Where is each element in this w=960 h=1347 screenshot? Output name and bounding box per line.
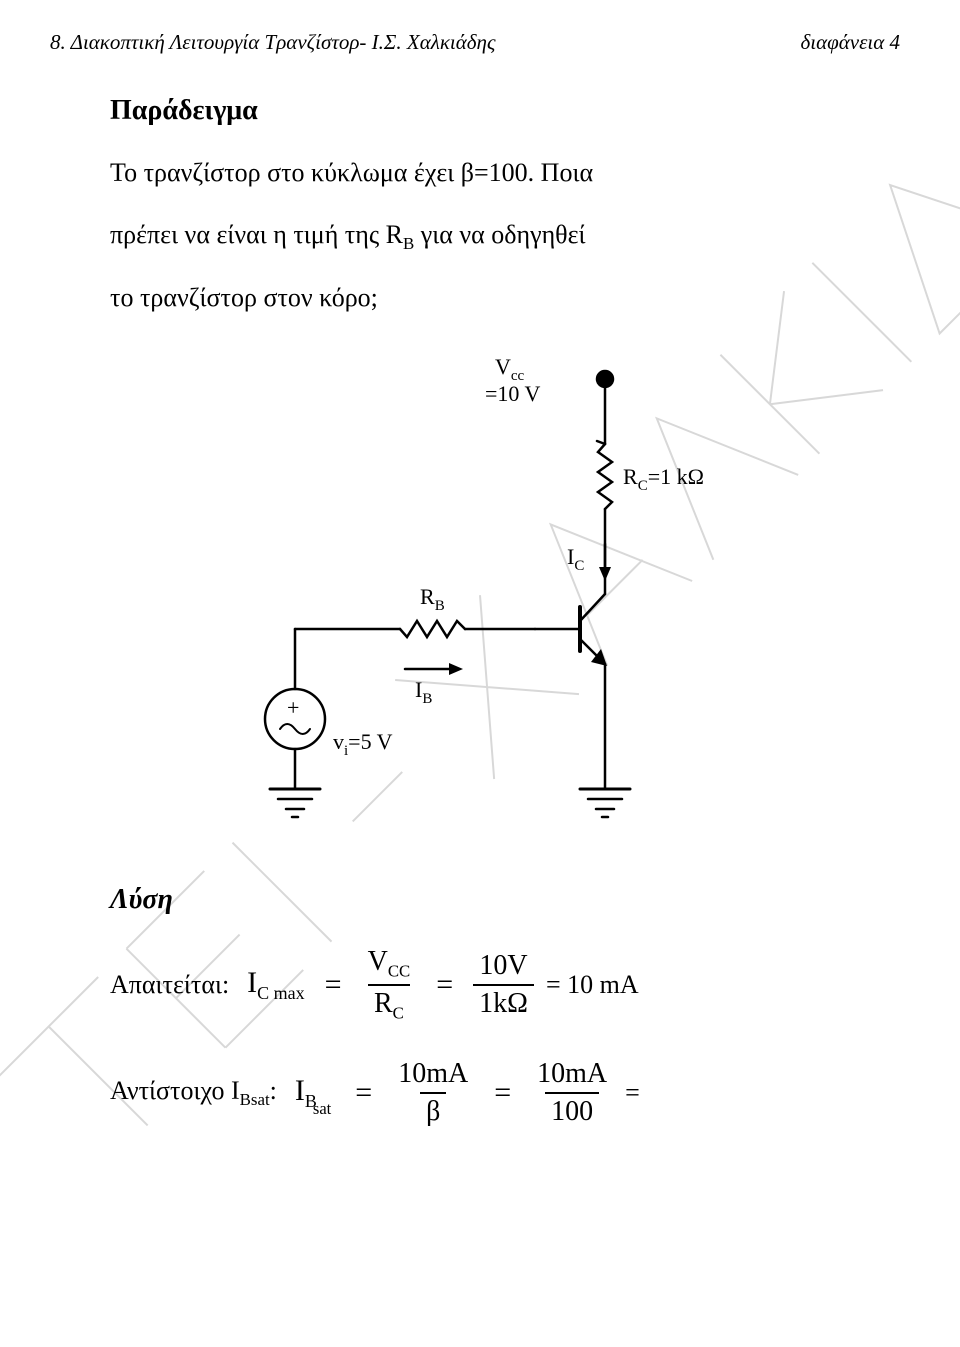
eq1-result: = 10 mA [546,970,639,1000]
ic-label: I [567,544,574,569]
svg-text:IC: IC [567,544,584,574]
svg-text:vi=5 V: vi=5 V [333,729,393,759]
section-title: Παράδειγμα [110,95,860,127]
ib-sub: B [422,691,432,707]
problem-line2-sub: B [403,235,414,254]
problem-line2a: πρέπει να είναι η τιμή της R [110,220,403,249]
svg-text:Vcc: Vcc [495,354,525,384]
equation-1: Απαιτείται: IC max = VCC RC = 10V 1kΩ = … [110,946,860,1023]
rc-sub: C [638,478,648,494]
eq2-eq1: = [355,1076,372,1110]
svg-text:RC=1 kΩ: RC=1 kΩ [623,464,704,494]
problem-line2b: για να οδηγηθεί [414,220,585,249]
svg-text:+: + [287,695,299,720]
header-left: 8. Διακοπτική Λειτουργία Τρανζίστορ- Ι.Σ… [50,30,495,55]
circuit-diagram: Vcc =10 V RC=1 kΩ IC [205,349,765,849]
problem-line3: το τρανζίστορ στον κόρο; [110,283,378,312]
eq2-result: = [625,1078,640,1108]
rb-sub: B [435,598,445,614]
eq1-frac2: 10V 1kΩ [473,950,534,1020]
vi-label: v [333,729,344,754]
equation-2: Αντίστοιχο ΙBsat: IBsat = 10mA β = 10mA … [110,1058,860,1128]
header-right: διαφάνεια 4 [801,30,900,55]
ic-sub: C [574,558,584,574]
ib-label: I [415,677,422,702]
solution-title: Λύση [110,884,860,916]
rc-value: =1 kΩ [648,464,704,489]
problem-line1: Το τρανζίστορ στο κύκλωμα έχει β=100. Πο… [110,158,593,187]
svg-text:IB: IB [415,677,432,707]
vcc-label: V [495,354,511,379]
eq1-var: IC max [247,966,305,1004]
eq2-eq2: = [494,1076,511,1110]
eq1-eq1: = [325,968,342,1002]
eq2-label: Αντίστοιχο ΙBsat: [110,1076,277,1110]
eq2-frac2: 10mA 100 [531,1058,613,1128]
eq1-label: Απαιτείται: [110,970,229,1000]
vi-value: =5 V [348,729,393,754]
eq1-eq2: = [436,968,453,1002]
eq1-frac1: VCC RC [362,946,417,1023]
problem-text: Το τρανζίστορ στο κύκλωμα έχει β=100. Πο… [110,142,860,329]
rc-label: R [623,464,638,489]
rb-label: R [420,584,435,609]
eq2-var: IBsat [295,1074,335,1112]
svg-text:RB: RB [420,584,445,614]
eq2-frac1: 10mA β [392,1058,474,1128]
vcc-value: =10 V [485,381,541,406]
